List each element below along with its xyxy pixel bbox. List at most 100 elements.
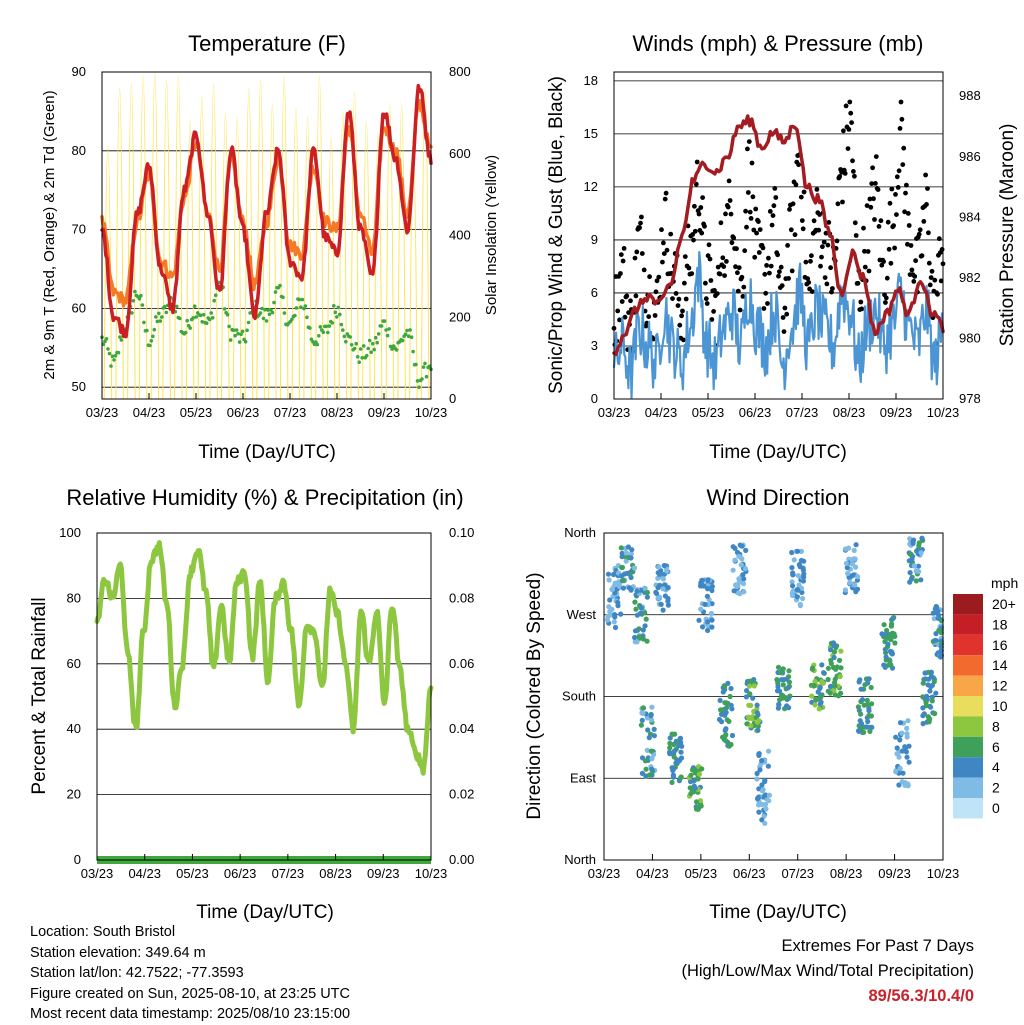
wind-direction-point <box>763 806 769 812</box>
gust-point <box>855 280 861 286</box>
winds-y-ticks: 0 3 6 9 12 15 18 <box>584 73 598 406</box>
gust-point <box>702 223 707 229</box>
dewpoint-point <box>139 293 143 298</box>
wind-direction-point <box>646 735 652 741</box>
gust-point <box>726 178 732 184</box>
dewpoint-point <box>207 317 212 322</box>
wind-direction-point <box>665 585 671 591</box>
wind-direction-point <box>842 587 849 593</box>
wind-direction-point <box>672 731 678 737</box>
wind-direction-point <box>645 727 651 733</box>
speed-legend-title: mph <box>991 575 1018 591</box>
winds-x-ticks: 03/23 04/23 05/23 06/23 07/23 08/23 09/23 10/23 <box>598 393 959 420</box>
wind-direction-point <box>861 729 867 736</box>
temperature-y-tick-label: 60 <box>72 300 86 315</box>
gust-point <box>683 296 689 302</box>
dewpoint-point <box>357 360 362 365</box>
dewpoint-point <box>188 326 192 330</box>
wind-direction-point <box>897 720 904 726</box>
gust-point <box>875 187 881 193</box>
gust-point <box>926 230 931 236</box>
temperature-y-ticks: 50 60 70 80 90 <box>72 64 86 394</box>
wind-direction-point <box>678 749 684 755</box>
wind-direction-point <box>638 605 644 611</box>
gust-point <box>779 283 785 288</box>
gust-point <box>692 203 697 209</box>
wind-direction-point <box>754 710 760 716</box>
wind-direction-point <box>619 573 625 579</box>
insolation-series <box>103 71 430 400</box>
wind-direction-point <box>738 562 744 568</box>
wind-direction-point <box>619 550 625 557</box>
temp-2m-series <box>100 83 433 339</box>
wind-direction-point <box>739 543 745 549</box>
dewpoint-point <box>390 347 394 351</box>
wind-direction-point <box>626 585 633 591</box>
gust-point <box>858 299 864 305</box>
wind-direction-point <box>656 564 662 570</box>
dewpoint-point <box>300 297 305 302</box>
wind-direction-point <box>918 577 924 583</box>
wind-direction-point <box>830 664 837 671</box>
dewpoint-point <box>145 328 149 333</box>
extremes-box: Extremes For Past 7 Days (High/Low/Max W… <box>681 934 974 1009</box>
winds-y-tick-label: 15 <box>584 126 598 141</box>
temperature-x-tick-label: 04/23 <box>133 405 166 420</box>
gust-point <box>639 251 645 256</box>
gust-point <box>714 291 720 296</box>
wind-direction-point <box>643 766 649 772</box>
gust-point <box>753 206 759 212</box>
precip-y-tick-label: 0.02 <box>449 787 474 802</box>
wind-direction-point <box>620 577 627 583</box>
dewpoint-point <box>341 328 345 332</box>
gust-point <box>888 260 894 266</box>
dewpoint-point <box>201 312 206 317</box>
dewpoint-point <box>333 310 338 315</box>
wind-direction-point <box>856 679 862 685</box>
gust-point <box>620 258 626 264</box>
winds-y-tick-label: 18 <box>584 73 598 88</box>
wind-direction-point <box>717 697 723 704</box>
wind-direction-point <box>667 751 673 757</box>
wind-direction-point <box>900 770 906 776</box>
wind-direction-point <box>726 718 732 725</box>
wind-direction-point <box>784 703 790 709</box>
gust-point <box>768 263 774 269</box>
dewpoint-point <box>142 320 146 325</box>
humidity-title: Relative Humidity (%) & Precipitation (i… <box>66 485 463 510</box>
gust-point <box>902 209 907 215</box>
wind-direction-point <box>821 670 827 676</box>
wind-direction-point <box>774 677 780 683</box>
wind-direction-point <box>693 799 700 805</box>
dewpoint-point <box>191 316 195 320</box>
wind-direction-point <box>933 690 939 696</box>
dewpoint-point <box>420 377 424 381</box>
wind-direction-point <box>896 782 902 788</box>
gust-point <box>664 247 670 253</box>
wind-direction-point <box>612 580 618 586</box>
insolation-day-curve <box>115 88 124 400</box>
wind-direction-point <box>705 586 711 592</box>
speed-legend-swatch <box>953 614 983 635</box>
insolation-day-curve <box>350 92 359 400</box>
gust-point <box>692 228 698 234</box>
wind-line <box>612 251 945 400</box>
dewpoint-point <box>237 340 242 344</box>
gust-point <box>894 174 900 180</box>
station-elevation: Station elevation: 349.64 m <box>30 944 206 961</box>
temperature-x-ticks: 03/23 04/23 05/23 06/23 07/23 08/23 09/23 10/23 <box>86 393 447 420</box>
wind-direction-point <box>913 578 919 584</box>
dewpoint-point <box>388 344 393 349</box>
gust-point <box>919 253 925 259</box>
dewpoint-point <box>185 318 189 323</box>
wind-direction-point <box>640 627 646 633</box>
wind-direction-point <box>704 593 711 599</box>
gust-point <box>717 271 723 277</box>
wind-direction-point <box>790 570 796 576</box>
wind-direction-point <box>858 686 864 692</box>
wind-direction-point <box>737 591 743 597</box>
wind-direction-point <box>653 589 659 595</box>
humidity-series <box>94 540 434 776</box>
gust-point <box>721 264 727 269</box>
wind-direction-point <box>757 767 763 773</box>
